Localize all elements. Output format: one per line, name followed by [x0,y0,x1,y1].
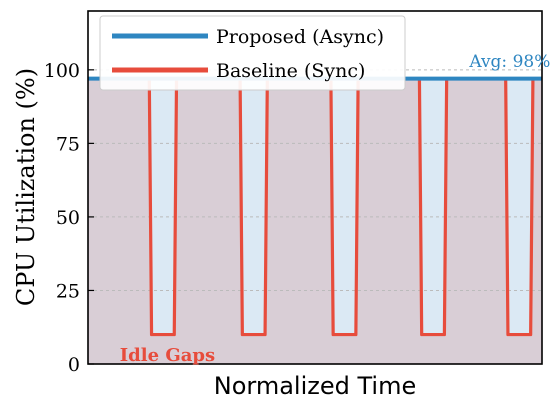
y-tick-label: 0 [68,354,80,376]
area-fills [88,78,542,364]
y-axis-label: CPU Utilization (%) [12,68,40,306]
x-axis-label: Normalized Time [214,372,416,400]
legend-label-baseline: Baseline (Sync) [216,60,365,82]
baseline-area-fill [88,78,542,364]
grid [88,69,542,291]
annotations: Avg: 98% Idle Gaps [120,52,550,366]
legend: Proposed (Async) Baseline (Sync) [99,15,406,91]
y-ticks: 0 25 50 75 100 [44,60,94,376]
y-tick-label: 25 [56,280,80,302]
legend-label-proposed: Proposed (Async) [216,26,384,48]
y-tick-label: 75 [56,133,80,155]
plot-frame [87,10,543,365]
idle-gaps-annotation: Idle Gaps [120,345,215,366]
y-tick-label: 50 [56,207,80,229]
baseline-line [88,77,542,337]
avg-annotation: Avg: 98% [468,52,550,72]
y-tick-label: 100 [44,60,80,82]
